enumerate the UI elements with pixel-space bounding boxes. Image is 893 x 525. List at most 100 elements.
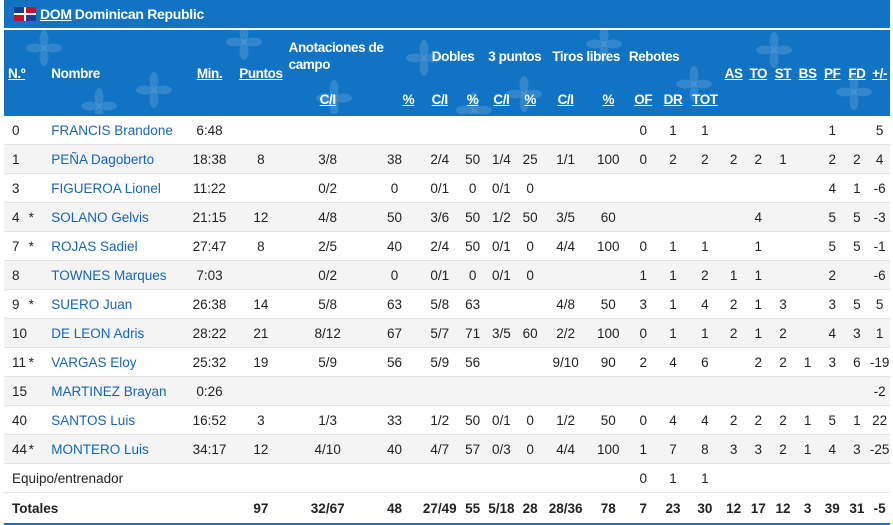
stat-st: 2	[770, 318, 796, 348]
player-name-link[interactable]: MARTINEZ Brayan	[51, 376, 184, 406]
player-name-link[interactable]: SUERO Juan	[51, 289, 184, 319]
col-offensive-reb[interactable]: OF	[634, 91, 653, 107]
stat-fd: 3	[844, 318, 870, 348]
stat-ftp: 60	[587, 202, 629, 232]
stat-min: 25:32	[183, 347, 236, 377]
col-three-pct[interactable]: %	[524, 91, 536, 107]
total-pts: 97	[235, 492, 287, 525]
stat-fd: 5	[844, 289, 870, 319]
total-of: 7	[628, 492, 658, 525]
col-ft-pct[interactable]: %	[602, 91, 615, 107]
player-number: 10	[4, 318, 29, 348]
stat-bs: 1	[795, 434, 820, 464]
stat-fg: 2/5	[286, 231, 369, 261]
group-free-throws: Tiros libres	[552, 48, 621, 64]
stat-ftp	[587, 173, 629, 203]
staff-tot: 1	[688, 463, 722, 493]
stat-st	[770, 231, 796, 261]
total-dr: 23	[657, 492, 689, 525]
stat-twop: 63	[459, 289, 486, 319]
stat-tot: 2	[688, 260, 722, 290]
stat-pf: 5	[819, 405, 845, 435]
player-name-link[interactable]: FIGUEROA Lionel	[51, 173, 184, 203]
col-points[interactable]: Puntos	[239, 65, 283, 81]
col-turnovers[interactable]: TO	[749, 65, 768, 81]
table-row: 8 TOWNES Marques 7:03 0/2 0 0/1 0 0/1 0 1 1 2 1 1 2 -6	[4, 260, 890, 290]
stat-threep: 0	[516, 434, 544, 464]
col-fg-pct[interactable]: %	[402, 91, 415, 107]
stat-three: 1/4	[485, 144, 517, 174]
stat-two: 5/7	[420, 318, 460, 348]
stat-to: 1	[745, 260, 771, 290]
stat-dr: 1	[657, 116, 689, 145]
total-pf: 39	[819, 492, 845, 525]
player-name-link[interactable]: SANTOS Luis	[51, 405, 184, 435]
stat-as	[721, 116, 746, 145]
stat-bs	[795, 202, 820, 232]
total-twop: 55	[459, 492, 486, 525]
stat-three	[485, 289, 517, 319]
stat-ftp: 100	[587, 318, 629, 348]
starter-marker: *	[28, 231, 52, 261]
stat-dr: 1	[657, 289, 689, 319]
group-twos: Dobles	[431, 48, 475, 64]
player-number: 15	[4, 376, 29, 406]
stat-twop: 50	[459, 202, 486, 232]
stat-st	[770, 202, 796, 232]
player-name-link[interactable]: VARGAS Eloy	[51, 347, 184, 377]
player-name-link[interactable]: ROJAS Sadiel	[51, 231, 184, 261]
stat-ft	[543, 376, 588, 406]
col-two-pct[interactable]: %	[466, 91, 479, 107]
col-fg-made-att[interactable]: C/I	[319, 91, 336, 107]
group-threes: 3 puntos	[488, 48, 542, 64]
player-name-link[interactable]: PEÑA Dagoberto	[51, 144, 184, 174]
col-fouls-drawn[interactable]: FD	[848, 65, 866, 81]
stat-pf	[819, 376, 845, 406]
table-row: 44 * MONTERO Luis 34:17 12 4/10 40 4/7 57 0/3 0 4/4…	[4, 434, 890, 464]
stat-twop	[459, 376, 486, 406]
starter-marker	[28, 144, 52, 174]
stat-min: 28:22	[183, 318, 236, 348]
stat-as: 1	[721, 260, 746, 290]
player-name-link[interactable]: DE LEON Adris	[51, 318, 184, 348]
col-total-reb[interactable]: TOT	[692, 91, 718, 107]
player-name-link[interactable]: MONTERO Luis	[51, 434, 184, 464]
stat-pm: 5	[869, 116, 890, 145]
stat-pts	[235, 260, 287, 290]
stat-threep	[516, 116, 544, 145]
stat-two: 0/1	[420, 260, 460, 290]
total-pm: -5	[869, 492, 890, 525]
player-name-link[interactable]: SOLANO Gelvis	[51, 202, 184, 232]
stat-pm: -1	[869, 231, 890, 261]
stat-of: 0	[628, 405, 658, 435]
col-plus-minus[interactable]: +/-	[872, 65, 888, 81]
empty-cell	[844, 463, 870, 493]
starter-marker	[28, 376, 52, 406]
col-minutes[interactable]: Min.	[196, 65, 223, 81]
col-assists[interactable]: AS	[724, 65, 743, 81]
stat-ft	[543, 260, 588, 290]
team-code[interactable]: DOM	[40, 6, 72, 22]
stat-pts: 3	[235, 405, 287, 435]
col-steals[interactable]: ST	[774, 65, 792, 81]
stat-threep: 60	[516, 318, 544, 348]
col-two-made-att[interactable]: C/I	[431, 91, 448, 107]
player-name-link[interactable]: TOWNES Marques	[51, 260, 184, 290]
stat-two	[420, 116, 460, 145]
col-blocks[interactable]: BS	[798, 65, 817, 81]
player-name-link[interactable]: FRANCIS Brandone	[51, 116, 184, 145]
stat-fg: 0/2	[286, 260, 369, 290]
col-three-made-att[interactable]: C/I	[493, 91, 510, 107]
stat-pm: 4	[869, 144, 890, 174]
col-number[interactable]: N.º	[8, 65, 26, 81]
stat-ftp	[587, 116, 629, 145]
col-fouls[interactable]: PF	[824, 65, 841, 81]
col-defensive-reb[interactable]: DR	[663, 91, 683, 107]
stat-st: 1	[770, 144, 796, 174]
stat-pts: 21	[235, 318, 287, 348]
total-fg: 32/67	[286, 492, 369, 525]
col-ft-made-att[interactable]: C/I	[557, 91, 574, 107]
total-bs: 3	[795, 492, 820, 525]
starter-marker: *	[28, 202, 52, 232]
col-name[interactable]: Nombre	[51, 65, 100, 81]
